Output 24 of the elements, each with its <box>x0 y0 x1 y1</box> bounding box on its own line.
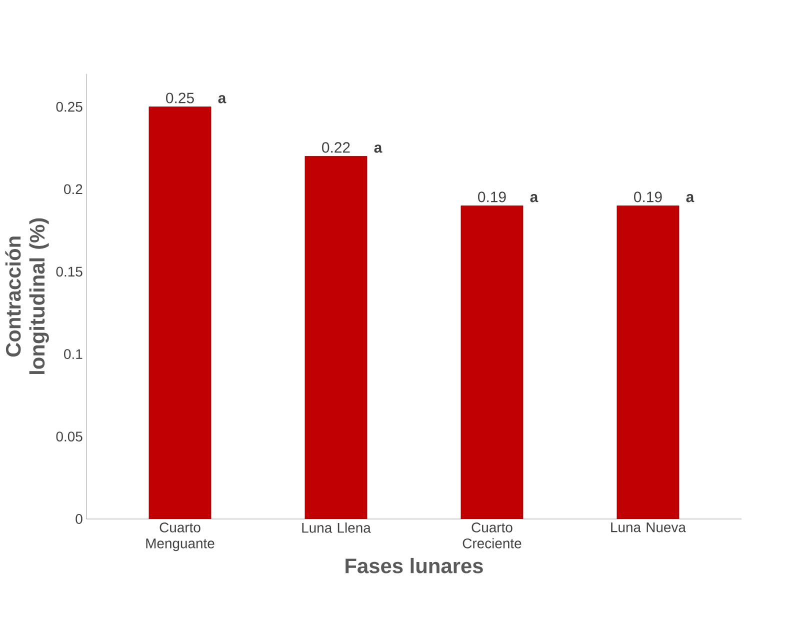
y-tick-label: 0.1 <box>64 349 82 360</box>
annotation: a <box>374 144 382 153</box>
y-tick-label: 0.05 <box>56 432 82 442</box>
x-axis-title: Fases lunares <box>346 558 483 574</box>
y-tick-label: 0.15 <box>56 266 82 277</box>
y-tick-label: 0.2 <box>64 184 82 194</box>
x-tick-label: Luna Nueva <box>611 522 686 532</box>
bar <box>460 206 524 519</box>
x-tick-label: Cuarto Menguante <box>146 522 214 552</box>
bar <box>616 206 680 519</box>
bar <box>148 106 212 519</box>
data-label: 0.19 <box>478 192 506 202</box>
data-label: 0.19 <box>634 192 662 202</box>
annotation: a <box>218 95 226 104</box>
data-label: 0.22 <box>322 142 350 153</box>
annotation: a <box>686 194 694 202</box>
y-tick-label: 0 <box>76 514 82 524</box>
annotation: a <box>530 194 538 202</box>
bar <box>304 156 368 519</box>
x-tick-label: Cuarto Creciente <box>462 522 522 548</box>
x-tick-label: Luna Llena <box>302 522 371 533</box>
y-tick-label: 0.25 <box>56 102 82 112</box>
y-axis-title: Contracción longitudinal (%) <box>5 218 49 374</box>
data-label: 0.25 <box>166 92 194 104</box>
